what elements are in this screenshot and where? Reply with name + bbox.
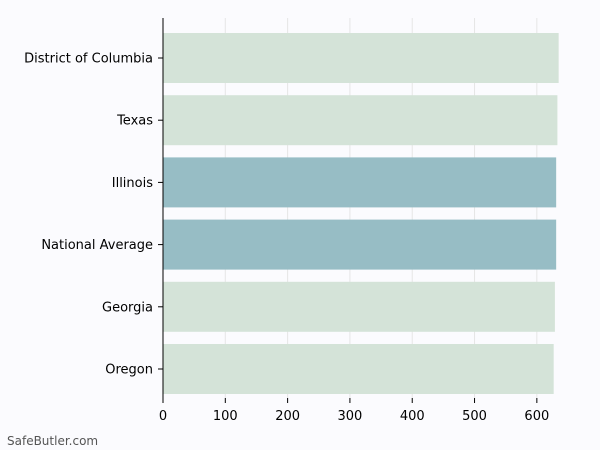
- x-tick-label: 300: [338, 409, 363, 424]
- x-tick-label: 400: [400, 409, 425, 424]
- x-tick-label: 0: [159, 409, 167, 424]
- bars: [163, 33, 559, 394]
- category-label: District of Columbia: [24, 52, 153, 67]
- bar-georgia: [163, 281, 555, 332]
- y-axis: District of Columbia Texas Illinois Nationa…: [24, 18, 164, 398]
- bar-texas: [163, 95, 558, 146]
- category-label: Illinois: [112, 176, 153, 191]
- x-tick-label: 100: [213, 409, 238, 424]
- watermark: SafeButler.com: [7, 434, 98, 448]
- bar-oregon: [163, 344, 554, 394]
- category-label: National Average: [41, 238, 153, 253]
- x-axis: 0 100 200 300 400 500 600: [159, 398, 549, 424]
- x-tick-label: 200: [275, 409, 300, 424]
- x-tick-label: 600: [524, 409, 549, 424]
- bar-illinois: [163, 157, 557, 208]
- bar-national-average: [163, 219, 557, 270]
- category-label: Oregon: [105, 363, 153, 378]
- bar-district-of-columbia: [163, 33, 559, 83]
- category-label: Texas: [116, 114, 153, 129]
- category-label: Georgia: [102, 300, 153, 315]
- x-tick-label: 500: [462, 409, 487, 424]
